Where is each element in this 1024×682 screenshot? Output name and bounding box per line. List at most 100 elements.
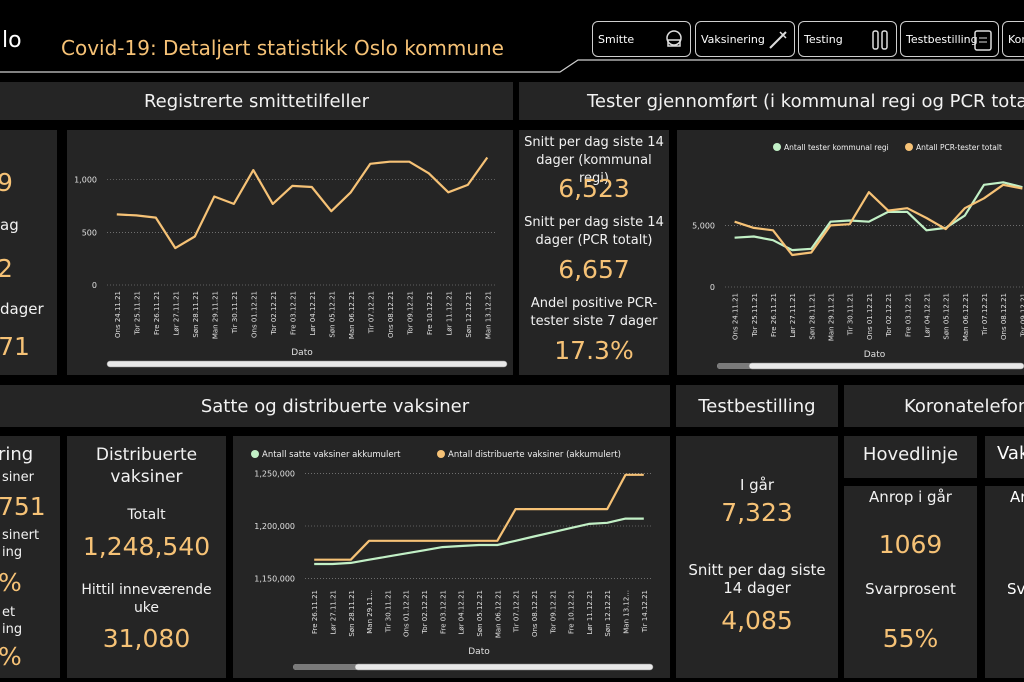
x-tick-label: Fre 26.11.21	[770, 293, 778, 337]
x-tick-label: Man 13.12.21	[484, 291, 492, 339]
x-tick-label: Fre 26.11.21	[153, 291, 161, 335]
series-line-0	[116, 156, 489, 250]
test-tubes-icon	[872, 30, 888, 50]
distribuerte-label-2: Hittil inneværende uke	[81, 582, 212, 616]
x-tick-label: Tor 09.12.21	[1019, 293, 1024, 338]
x-tick-label: Fre 10.12.21	[568, 590, 576, 634]
kpi-value-1: 9	[0, 168, 13, 197]
x-tick-label: Man 29.11...	[366, 590, 374, 634]
kpi-value-3: 71	[0, 332, 30, 361]
x-tick-label: Ons 24.11.21	[732, 293, 740, 340]
tester-line-chart: 0 5,000 Ons 24.11.21 Tor 25.11.21 Fre 26.11.…	[692, 143, 1024, 370]
satte-label-3b: ing	[2, 622, 23, 637]
x-tick-label: Tor 25.11.21	[133, 291, 141, 336]
nurse-mask-icon	[666, 30, 682, 47]
x-tick-label: Fre 10.12.21	[426, 291, 434, 335]
legend-marker	[773, 143, 781, 151]
x-tick-label: Man 29.11.21	[828, 293, 836, 341]
x-tick-label: Søn 05.12.21	[328, 291, 336, 338]
header-divider-line	[0, 59, 1024, 73]
x-tick-label: Ons 08.12.21	[387, 291, 395, 338]
series-line-0	[314, 517, 644, 566]
nav-vaksinering-label: Vaksinering	[701, 32, 765, 46]
section-header-tester: Tester gjennomført (i kommunal regi og P…	[519, 82, 1024, 120]
tester-kpi-value-3: 17.3%	[554, 336, 634, 365]
distribuerte-label-1: Totalt	[127, 507, 166, 523]
legend-label: Antall tester kommunal regi	[784, 143, 889, 152]
x-tick-label: Tir 07.12.21	[513, 590, 521, 633]
x-tick-label: Lør 27.11.21	[329, 590, 337, 634]
x-tick-label: Søn 28.11.21	[348, 590, 356, 637]
x-tick-label: Fre 26.11.21	[311, 590, 319, 634]
section-title-smitte: Registrerte smittetilfeller	[143, 90, 370, 112]
x-tick-label: Fre 03.12.21	[904, 293, 912, 337]
x-tick-label: Ons 08.12.21	[1000, 293, 1008, 340]
tester-kpi-label-1: Snitt per dag siste 14 dager (kommunal r…	[524, 135, 664, 186]
tester-kpi-panel: Snitt per dag siste 14 dager (kommunal r…	[519, 130, 669, 375]
nav-koronatelefon-button[interactable]: Koro	[1002, 21, 1024, 57]
satte-title: ring	[0, 444, 34, 465]
x-tick-label: Lør 11.12.21	[445, 291, 453, 335]
nav-testbestilling-label: Testbestilling	[906, 32, 978, 46]
tester-chart-panel: 0 5,000 Ons 24.11.21 Tor 25.11.21 Fre 26.11.…	[677, 130, 1024, 375]
x-tick-label: Tir 07.12.21	[981, 293, 989, 336]
testbestilling-label-1: I går	[739, 476, 775, 494]
x-tick-label: Lør 04.12.21	[309, 291, 317, 335]
x-tick-label: Tir 30.11.21	[847, 293, 855, 336]
satte-label-1: siner	[2, 470, 34, 485]
x-tick-label: Tor 09.12.21	[406, 291, 414, 336]
x-tick-label: Ons 01.12.21	[250, 291, 258, 338]
section-title-testbestilling: Testbestilling	[698, 395, 816, 417]
testbestilling-panel: I går 7,323 Snitt per dag siste 14 dager…	[676, 436, 838, 678]
x-tick-label: Tir 14.12.21	[641, 590, 649, 633]
scrollbar-handle	[106, 360, 508, 368]
scrollbar-handle	[748, 362, 1024, 370]
nav-vaksinering-button[interactable]: Vaksinering	[695, 21, 795, 57]
x-tick-label: Man 06.12.21	[962, 293, 970, 341]
logo-text: lo	[2, 28, 22, 53]
y-tick-label: 1,150,000	[254, 575, 295, 584]
testbestilling-value-2: 4,085	[721, 606, 793, 635]
section-header-vaksiner: Satte og distribuerte vaksiner	[0, 385, 670, 427]
x-tick-label: Tir 07.12.21	[367, 291, 375, 334]
tester-kpi-value-2: 6,657	[558, 255, 630, 284]
nav-smitte-button[interactable]: Smitte	[592, 21, 691, 57]
y-tick-label: 500	[82, 228, 97, 237]
legend-label: Antall distribuerte vaksiner (akkumulert…	[448, 450, 621, 460]
nav-testing-button[interactable]: Testing	[798, 21, 897, 57]
section-title-tester: Tester gjennomført (i kommunal regi og P…	[587, 90, 1024, 112]
x-tick-label: Tor 02.12.21	[885, 293, 893, 338]
kpi-value-2: 2	[0, 254, 13, 283]
x-tick-label: Tor 09.12.21	[549, 590, 557, 635]
section-header-smitte: Registrerte smittetilfeller	[0, 82, 513, 120]
legend-marker	[437, 450, 445, 458]
nav-testbestilling-button[interactable]: Testbestilling	[900, 21, 999, 57]
smitte-line-chart: 0 500 1,000 Ons 24.11.21 Tor 25.11.21 Fre 26.…	[74, 156, 508, 368]
section-header-testbestilling: Testbestilling	[676, 385, 838, 427]
x-tick-label: Lør 04.12.21	[458, 590, 466, 634]
vaksinelinje-label-1: Ar	[1010, 488, 1024, 506]
kpi-label-2: dager	[0, 300, 44, 318]
x-tick-label: Søn 28.11.21	[192, 291, 200, 338]
distribuerte-value-1: 1,248,540	[82, 532, 211, 561]
syringe-icon	[769, 31, 787, 49]
x-tick-label: Tor 02.12.21	[270, 291, 278, 336]
vaksinelinje-header: Vak	[985, 436, 1024, 478]
vaksiner-line-chart: 1,150,000 1,200,000 1,250,000 Fre 26.11.21 L…	[251, 450, 654, 671]
testbestilling-value-1: 7,323	[721, 498, 793, 527]
nav-smitte-label: Smitte	[598, 32, 635, 46]
x-tick-label: Søn 12.12.21	[604, 590, 612, 637]
x-axis-title: Dato	[864, 350, 886, 360]
x-tick-label: Tor 02.12.21	[421, 590, 429, 635]
vaksinelinje-panel: Ar Sv	[985, 486, 1024, 678]
x-tick-label: Man 06.12.21	[348, 291, 356, 339]
x-tick-label: Ons 01.12.21	[403, 590, 411, 637]
series-line-1	[314, 473, 644, 561]
x-tick-label: Søn 05.12.21	[943, 293, 951, 340]
series-line-0	[734, 181, 1023, 252]
vaksiner-chart-panel: 1,150,000 1,200,000 1,250,000 Fre 26.11.21 L…	[233, 436, 670, 678]
x-tick-label: Tir 30.11.21	[231, 291, 239, 334]
x-tick-label: Ons 24.11.21	[114, 291, 122, 338]
tester-kpi-label-2: Snitt per dag siste 14 dager (PCR totalt…	[524, 215, 664, 248]
nav-testing-label: Testing	[804, 32, 843, 46]
